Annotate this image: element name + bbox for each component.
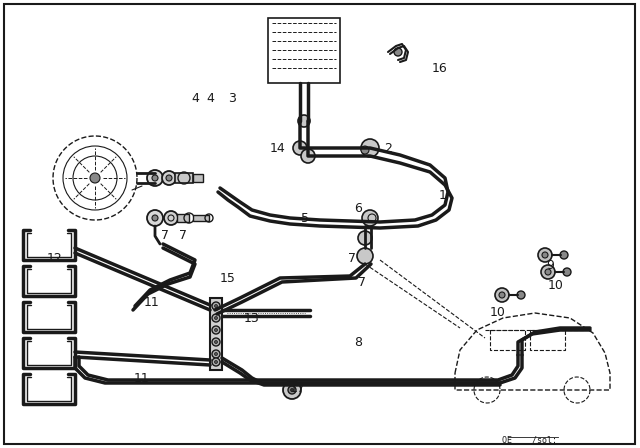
Circle shape xyxy=(361,146,369,154)
Circle shape xyxy=(147,170,163,186)
Circle shape xyxy=(541,265,555,279)
Text: 6: 6 xyxy=(354,202,362,215)
Text: 15: 15 xyxy=(220,271,236,284)
Circle shape xyxy=(212,302,220,310)
Circle shape xyxy=(293,141,307,155)
Bar xyxy=(193,215,209,221)
Circle shape xyxy=(147,210,163,226)
Text: 5: 5 xyxy=(301,211,309,224)
Bar xyxy=(175,173,193,183)
Text: 12: 12 xyxy=(47,251,63,264)
Circle shape xyxy=(214,340,218,344)
Bar xyxy=(193,174,203,182)
Text: 11: 11 xyxy=(134,371,150,384)
Circle shape xyxy=(560,251,568,259)
Text: 7: 7 xyxy=(358,276,366,289)
Circle shape xyxy=(288,386,296,394)
Text: 4: 4 xyxy=(206,91,214,104)
Circle shape xyxy=(538,248,552,262)
Circle shape xyxy=(90,173,100,183)
Circle shape xyxy=(164,211,178,225)
Text: 7: 7 xyxy=(179,228,187,241)
Circle shape xyxy=(283,381,301,399)
Bar xyxy=(177,214,189,222)
Circle shape xyxy=(358,231,372,245)
Circle shape xyxy=(394,48,402,56)
Circle shape xyxy=(542,252,548,258)
Text: 17: 17 xyxy=(290,382,306,395)
Circle shape xyxy=(291,388,294,392)
Circle shape xyxy=(162,171,176,185)
Text: 16: 16 xyxy=(432,61,448,74)
Circle shape xyxy=(517,291,525,299)
Circle shape xyxy=(563,268,571,276)
Circle shape xyxy=(545,269,551,275)
Text: 11: 11 xyxy=(144,296,160,309)
Circle shape xyxy=(362,210,378,226)
Text: 1: 1 xyxy=(439,189,447,202)
Circle shape xyxy=(214,305,218,307)
Text: 3: 3 xyxy=(228,91,236,104)
Circle shape xyxy=(212,358,220,366)
Text: 13: 13 xyxy=(244,311,260,324)
Circle shape xyxy=(152,215,158,221)
Circle shape xyxy=(166,175,172,181)
Text: OE    /sol:: OE /sol: xyxy=(502,435,557,444)
Circle shape xyxy=(214,328,218,332)
Circle shape xyxy=(495,288,509,302)
Circle shape xyxy=(357,248,373,264)
Circle shape xyxy=(212,350,220,358)
Text: 9: 9 xyxy=(546,258,554,271)
Circle shape xyxy=(298,115,310,127)
Circle shape xyxy=(212,314,220,322)
Text: 7: 7 xyxy=(161,228,169,241)
Text: 10: 10 xyxy=(490,306,506,319)
Circle shape xyxy=(499,292,505,298)
Text: 7: 7 xyxy=(348,251,356,264)
Bar xyxy=(268,18,340,83)
Circle shape xyxy=(212,338,220,346)
Circle shape xyxy=(301,149,315,163)
Bar xyxy=(210,298,222,370)
Text: 14: 14 xyxy=(270,142,286,155)
Text: 4: 4 xyxy=(191,91,199,104)
Text: 2: 2 xyxy=(384,142,392,155)
Text: 10: 10 xyxy=(548,279,564,292)
Circle shape xyxy=(214,316,218,319)
Circle shape xyxy=(214,353,218,356)
Circle shape xyxy=(152,175,158,181)
Circle shape xyxy=(212,326,220,334)
Circle shape xyxy=(361,139,379,157)
Text: 8: 8 xyxy=(354,336,362,349)
Circle shape xyxy=(214,361,218,363)
